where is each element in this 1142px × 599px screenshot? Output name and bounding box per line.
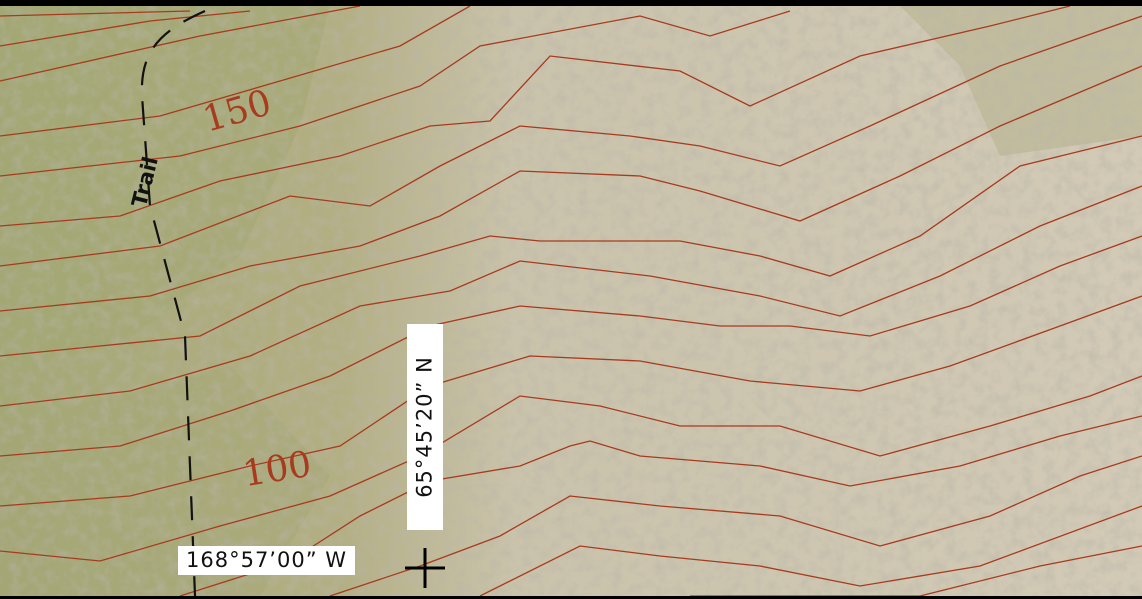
contour-line [0,185,1142,407]
latitude-text: 65°45’20” N [412,356,437,498]
crosshair-icon [405,548,445,588]
trail-line [140,9,206,596]
contour-line [0,375,1142,562]
contour-line [0,15,1142,267]
contour-line [179,415,1142,596]
contour-line [0,6,471,137]
terrain-layer: 150 100 Trail [0,6,1142,596]
rock-texture [0,6,1142,596]
contour-line [0,6,361,82]
contour-line [0,6,1071,227]
contour-line [0,10,251,47]
contour-line [329,455,1142,596]
contour-line [0,135,1142,357]
contour-line [0,65,1142,312]
contour-line [690,545,1142,596]
contour-line [0,235,1142,457]
longitude-label: 168°57’00” W [178,546,356,575]
contour-line [0,295,1142,507]
contour-lines [0,6,1142,596]
latitude-label: 65°45’20” N [407,324,443,530]
contour-line [479,505,1142,596]
contour-line [0,10,791,177]
contour-line [0,10,191,17]
